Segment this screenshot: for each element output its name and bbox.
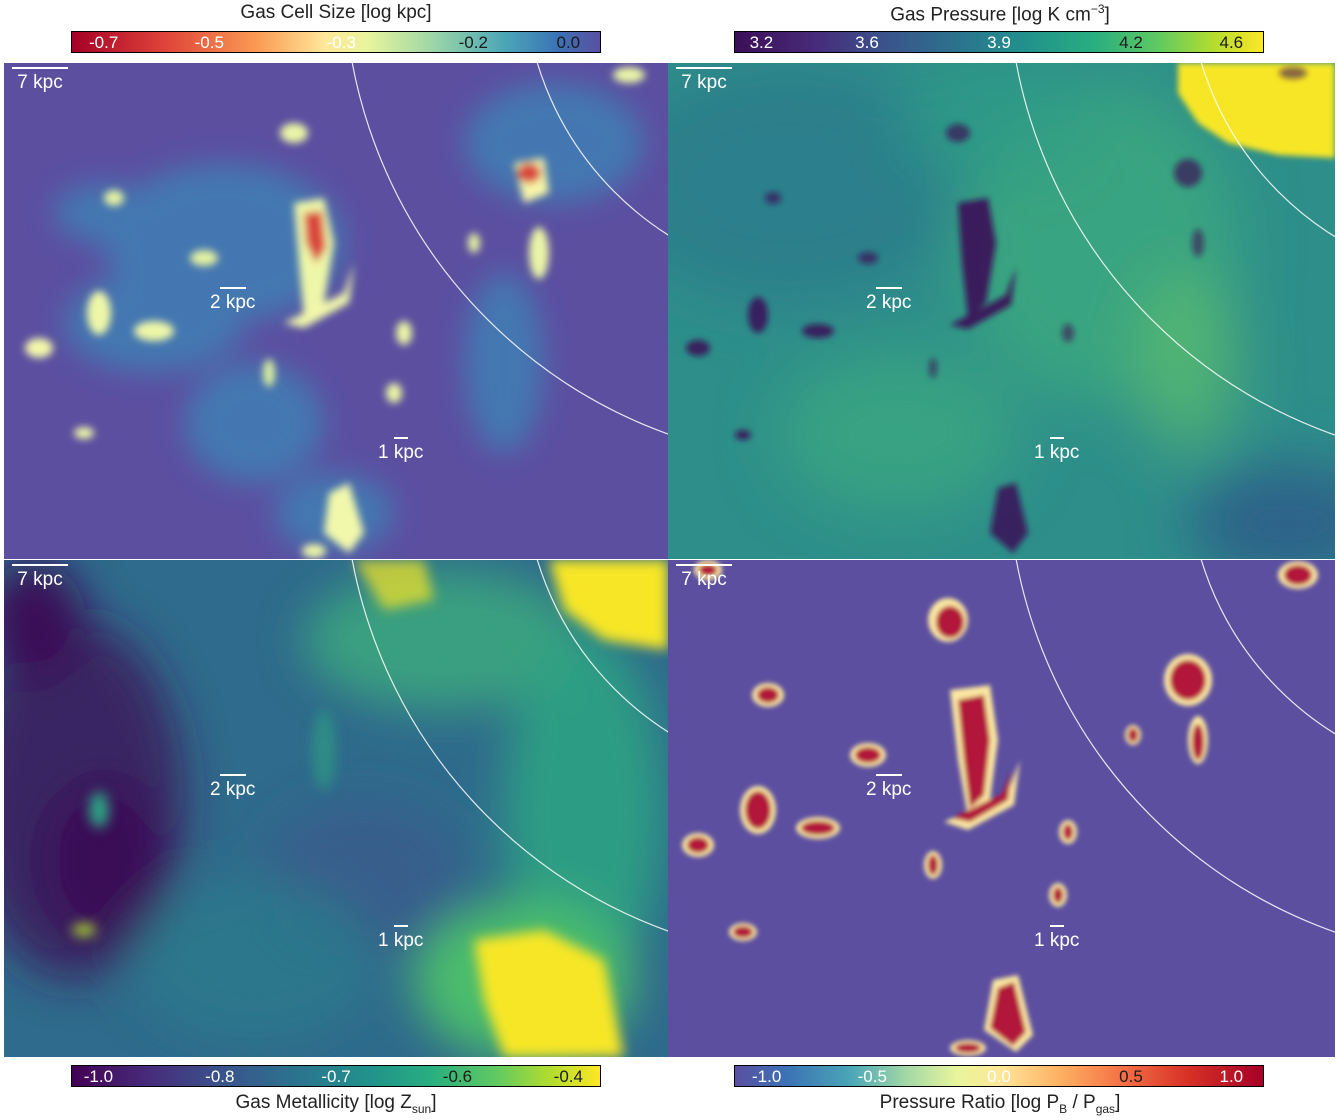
scale-label-2kpc: 2 kpc: [866, 779, 912, 800]
pressure-colorbar: 3.2 3.6 3.9 4.2 4.6: [734, 31, 1264, 53]
pressure-title-text: Gas Pressure [log K cm: [890, 4, 1091, 26]
pressure-tick: 4.2: [1119, 33, 1143, 52]
metallicity-tick: -0.7: [321, 1067, 351, 1086]
cell-size-colorbar-title: Gas Cell Size [log kpc]: [240, 2, 432, 23]
pressure-ratio-tick: -0.5: [857, 1067, 887, 1086]
pressure-tick: 3.2: [749, 33, 774, 52]
scale-label-7kpc: 7 kpc: [17, 72, 63, 93]
pressure-title-sup: −3: [1090, 2, 1105, 16]
cell-size-map-panel: 7 kpc 2 kpc 1 kpc: [4, 63, 668, 559]
metallicity-title-end: ]: [431, 1092, 437, 1113]
metallicity-tick: -0.4: [553, 1067, 583, 1086]
pressure-ratio-map: [668, 560, 1335, 1057]
scale-label-2kpc: 2 kpc: [210, 779, 256, 800]
ratio-title-sub1: B: [1059, 1101, 1068, 1116]
cell-size-tick: 0.0: [556, 33, 581, 52]
scale-label-7kpc: 7 kpc: [681, 569, 727, 590]
scale-label-7kpc: 7 kpc: [17, 569, 63, 590]
scale-label-1kpc: 1 kpc: [1034, 442, 1080, 463]
ratio-title-end: ]: [1115, 1092, 1121, 1113]
pressure-title-end: ]: [1104, 4, 1110, 26]
pressure-tick: 3.6: [855, 33, 879, 52]
pressure-map: [668, 63, 1335, 559]
scale-label-1kpc: 1 kpc: [1034, 930, 1080, 951]
pressure-ratio-map-panel: 7 kpc 2 kpc 1 kpc: [668, 560, 1335, 1057]
scale-label-1kpc: 1 kpc: [378, 930, 424, 951]
scale-label-7kpc: 7 kpc: [681, 72, 727, 93]
scale-label-2kpc: 2 kpc: [866, 292, 912, 313]
cell-size-tick: -0.5: [194, 33, 224, 52]
scale-bar-1kpc: 1 kpc: [1034, 437, 1079, 464]
metallicity-colorbar-title: Gas Metallicity [log Zsun]: [36, 1092, 636, 1116]
pressure-ratio-tick: 0.5: [1119, 1067, 1143, 1086]
pressure-ratio-colorbar-title: Pressure Ratio [log PB / Pgas]: [700, 1092, 1300, 1116]
scale-bar-2kpc: 2 kpc: [210, 287, 255, 314]
pressure-ratio-tick: 0.0: [987, 1067, 1011, 1086]
metallicity-title-sub: sun: [411, 1101, 432, 1116]
scale-bar-2kpc: 2 kpc: [866, 287, 911, 314]
metallicity-tick: -1.0: [83, 1067, 114, 1086]
pressure-tick: 3.9: [987, 33, 1011, 52]
metallicity-map-panel: 7 kpc 2 kpc 1 kpc: [4, 560, 668, 1057]
scale-bar-1kpc: 1 kpc: [378, 925, 423, 952]
ratio-title-b: / P: [1067, 1092, 1096, 1113]
metallicity-map: [4, 560, 668, 1057]
scale-bar-7kpc: 7 kpc: [676, 564, 732, 591]
pressure-ratio-colorbar: -1.0 -0.5 0.0 0.5 1.0: [734, 1065, 1264, 1087]
scale-bar-7kpc: 7 kpc: [12, 564, 68, 591]
pressure-ratio-tick: 1.0: [1219, 1067, 1244, 1086]
pressure-tick: 4.6: [1219, 33, 1244, 52]
scale-label-2kpc: 2 kpc: [210, 292, 256, 313]
ratio-title-a: Pressure Ratio [log P: [879, 1092, 1060, 1113]
pressure-colorbar-title: Gas Pressure [log K cm−3]: [700, 2, 1300, 26]
cell-size-tick: -0.3: [326, 33, 356, 52]
cell-size-tick: -0.7: [89, 33, 119, 52]
cell-size-colorbar: -0.7 -0.5 -0.3 -0.2 0.0: [71, 31, 601, 53]
metallicity-title-text: Gas Metallicity [log Z: [235, 1092, 412, 1113]
scale-bar-7kpc: 7 kpc: [12, 67, 68, 94]
cell-size-tick: -0.2: [458, 33, 488, 52]
metallicity-tick: -0.6: [442, 1067, 473, 1086]
pressure-map-panel: 7 kpc 2 kpc 1 kpc: [668, 63, 1335, 559]
ratio-title-sub2: gas: [1095, 1101, 1116, 1116]
metallicity-tick: -0.8: [205, 1067, 235, 1086]
scale-bar-1kpc: 1 kpc: [1034, 925, 1079, 952]
scale-label-1kpc: 1 kpc: [378, 442, 424, 463]
scale-bar-1kpc: 1 kpc: [378, 437, 423, 464]
cell-size-map: [4, 63, 668, 559]
pressure-ratio-tick: -1.0: [752, 1067, 782, 1086]
scale-bar-2kpc: 2 kpc: [210, 774, 255, 801]
scale-bar-7kpc: 7 kpc: [676, 67, 732, 94]
metallicity-colorbar: -1.0 -0.8 -0.7 -0.6 -0.4: [71, 1065, 601, 1087]
scale-bar-2kpc: 2 kpc: [866, 774, 911, 801]
